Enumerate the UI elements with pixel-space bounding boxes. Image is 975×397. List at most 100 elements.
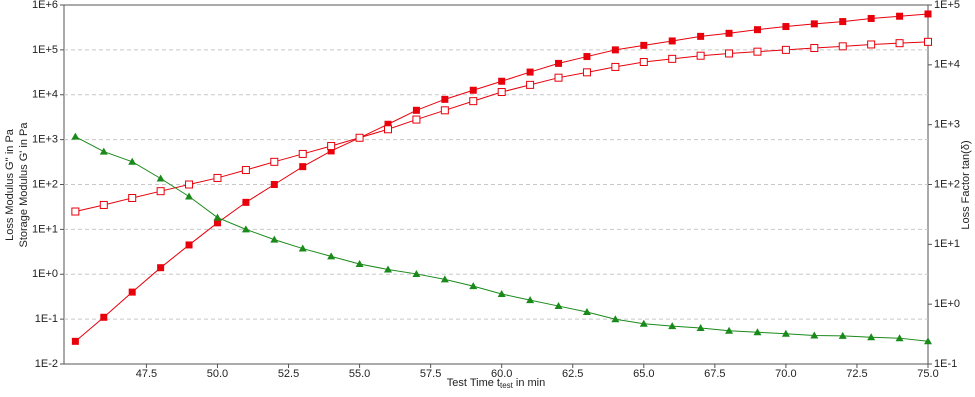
marker [867, 14, 875, 22]
y2-tick-label: 1E+5 [934, 0, 960, 11]
marker [270, 181, 278, 188]
marker [839, 18, 847, 26]
marker [810, 331, 819, 339]
marker [355, 259, 364, 267]
marker [99, 147, 108, 155]
marker [298, 149, 307, 158]
marker [582, 68, 591, 77]
marker [242, 198, 250, 206]
marker [668, 37, 676, 45]
marker [441, 95, 449, 103]
marker [611, 46, 619, 54]
y2-tick-label: 1E+0 [934, 298, 960, 310]
marker [696, 51, 705, 60]
marker [241, 225, 250, 233]
y2-tick-label: 1E+1 [934, 238, 960, 250]
marker [469, 282, 478, 290]
marker [867, 333, 876, 341]
x-tick-label: 65.0 [633, 368, 654, 380]
marker [100, 313, 108, 321]
x-tick-label: 70.0 [775, 368, 796, 380]
marker [128, 288, 136, 296]
y-tick-label: 1E-2 [35, 358, 58, 370]
marker [838, 42, 847, 51]
x-tick-label: 57.5 [420, 368, 441, 380]
y2-axis-label: Loss Factor tan(δ) [960, 140, 972, 229]
y-tick-label: 1E+5 [32, 44, 58, 56]
marker [327, 142, 336, 151]
marker [270, 157, 279, 166]
marker [554, 73, 563, 82]
x-tick-label: 47.5 [136, 368, 157, 380]
marker [71, 337, 79, 345]
x-axis-label-sub: test [500, 381, 514, 390]
marker [412, 115, 421, 124]
marker [440, 275, 449, 283]
marker [639, 57, 648, 66]
marker [668, 322, 677, 330]
marker [725, 29, 733, 37]
marker [185, 192, 194, 200]
marker [128, 157, 137, 165]
marker [412, 269, 421, 277]
marker [384, 265, 392, 273]
marker [355, 133, 364, 142]
marker [156, 187, 165, 196]
marker [782, 23, 790, 31]
marker [270, 235, 279, 243]
marker [384, 125, 392, 134]
marker [583, 53, 591, 61]
x-tick-label: 75.0 [917, 368, 938, 380]
marker [725, 326, 734, 334]
x-tick-label: 52.5 [278, 368, 299, 380]
marker [924, 337, 932, 345]
y-tick-label: 1E+3 [32, 134, 58, 146]
x-tick-label: 60.0 [491, 368, 512, 380]
marker [298, 244, 307, 252]
marker [895, 39, 904, 48]
x-tick-label: 67.5 [704, 368, 725, 380]
marker [582, 307, 591, 315]
y2-tick-label: 1E+3 [934, 119, 960, 131]
marker [753, 47, 762, 56]
marker [440, 106, 449, 115]
y2-tick-label: 1E+4 [934, 59, 960, 71]
marker [185, 241, 193, 249]
marker [497, 289, 506, 297]
marker [838, 331, 847, 339]
marker [781, 329, 790, 337]
y2-tick-label: 1E-1 [934, 358, 957, 370]
marker [213, 213, 222, 221]
marker [611, 315, 620, 323]
marker [697, 32, 705, 40]
marker [810, 20, 818, 28]
marker [241, 166, 250, 175]
marker [71, 207, 80, 216]
x-tick-label: 72.5 [846, 368, 867, 380]
marker [725, 49, 734, 58]
x-axis-label-part: Test Time t [447, 377, 500, 389]
marker [611, 62, 620, 71]
x-axis-label-part: in min [516, 377, 545, 389]
y2-tick-label: 1E+2 [934, 178, 960, 190]
marker [668, 54, 677, 63]
x-axis-label: Test Time ttest in min [447, 377, 545, 390]
y-tick-label: 1E+2 [32, 178, 58, 190]
marker [810, 44, 819, 53]
y-tick-label: 1E+4 [32, 89, 58, 101]
marker [469, 86, 477, 94]
y-tick-label: 1E+0 [32, 268, 58, 280]
marker [498, 77, 506, 85]
marker [526, 68, 534, 76]
marker [497, 88, 506, 97]
marker [128, 194, 137, 203]
marker [213, 219, 221, 227]
marker [157, 264, 165, 272]
x-tick-label: 50.0 [207, 368, 228, 380]
y-tick-label: 1E-1 [35, 313, 58, 325]
marker [753, 328, 762, 336]
marker [469, 97, 478, 106]
marker [867, 40, 876, 49]
